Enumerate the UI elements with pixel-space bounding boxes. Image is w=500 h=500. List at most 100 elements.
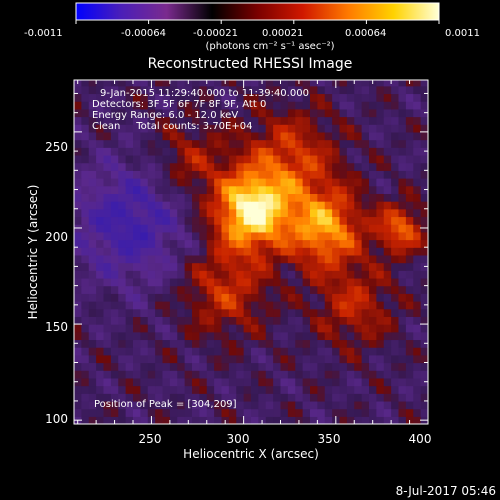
heatmap-cell xyxy=(214,201,223,210)
heatmap-cell xyxy=(155,185,164,194)
heatmap-cell xyxy=(169,277,178,287)
heatmap-cell xyxy=(236,377,245,387)
heatmap-cell xyxy=(391,147,400,156)
heatmap-cell xyxy=(206,154,215,164)
heatmap-cell xyxy=(88,324,97,333)
heatmap-cell xyxy=(214,116,223,125)
heatmap-cell xyxy=(405,347,414,356)
heatmap-cell xyxy=(103,185,112,194)
heatmap-cell xyxy=(125,93,134,102)
heatmap-cell xyxy=(376,247,385,256)
heatmap-cell xyxy=(295,400,304,410)
heatmap-cell xyxy=(96,239,105,248)
heatmap-cell xyxy=(184,131,193,141)
heatmap-cell xyxy=(405,201,414,210)
heatmap-cell xyxy=(376,377,385,387)
heatmap-cell xyxy=(280,231,289,241)
heatmap-cell xyxy=(346,131,355,141)
heatmap-cell xyxy=(214,331,223,341)
heatmap-cell xyxy=(317,254,326,264)
heatmap-cell xyxy=(177,400,186,410)
heatmap-cell xyxy=(125,201,134,210)
heatmap-cell xyxy=(169,108,178,118)
heatmap-cell xyxy=(302,316,311,325)
heatmap-cell xyxy=(413,162,422,171)
heatmap-cell xyxy=(413,377,422,387)
heatmap-cell xyxy=(162,324,171,333)
heatmap-cell xyxy=(81,277,90,287)
heatmap-cell xyxy=(177,377,186,387)
heatmap-cell xyxy=(287,308,296,317)
heatmap-cell xyxy=(177,193,186,202)
heatmap-cell xyxy=(236,147,245,156)
heatmap-cell xyxy=(103,347,112,356)
heatmap-cell xyxy=(162,400,171,410)
heatmap-cell xyxy=(96,331,105,341)
heatmap-cell xyxy=(287,193,296,202)
heatmap-cell xyxy=(339,131,348,141)
heatmap-cell xyxy=(81,393,90,402)
heatmap-cell xyxy=(295,239,304,248)
heatmap-cell xyxy=(346,139,355,148)
heatmap-cell xyxy=(133,362,141,371)
x-tick-label-250: 250 xyxy=(139,432,162,446)
heatmap-cell xyxy=(206,377,215,387)
heatmap-cell xyxy=(405,385,414,394)
heatmap-cell xyxy=(258,377,267,387)
heatmap-cell xyxy=(155,393,164,402)
heatmap-cell xyxy=(155,408,164,417)
heatmap-cell xyxy=(361,231,370,241)
heatmap-cell xyxy=(332,101,341,110)
heatmap-cell xyxy=(147,400,156,410)
heatmap-cell xyxy=(88,293,97,302)
heatmap-cell xyxy=(346,339,355,348)
colorbar-tick-3: 0.00021 xyxy=(262,28,303,39)
heatmap-cell xyxy=(96,247,105,256)
heatmap-cell xyxy=(251,354,259,364)
heatmap-cell xyxy=(361,393,370,402)
heatmap-cell xyxy=(147,362,156,371)
heatmap-cell xyxy=(369,85,377,95)
heatmap-cell xyxy=(280,347,289,356)
heatmap-cell xyxy=(339,331,348,341)
heatmap-cell xyxy=(96,393,105,402)
heatmap-cell xyxy=(324,293,333,302)
heatmap-cell xyxy=(110,185,119,194)
heatmap-cell xyxy=(273,277,282,287)
heatmap-cell xyxy=(405,224,414,233)
heatmap-cell xyxy=(405,254,414,264)
heatmap-cell xyxy=(125,331,134,341)
heatmap-cell xyxy=(332,185,341,194)
heatmap-cell xyxy=(405,216,414,225)
heatmap-cell xyxy=(251,239,259,248)
heatmap-cell xyxy=(251,116,259,125)
heatmap-cell xyxy=(192,347,200,356)
heatmap-cell xyxy=(405,270,414,279)
heatmap-cell xyxy=(140,393,149,402)
heatmap-cell xyxy=(110,301,119,310)
heatmap-cell xyxy=(391,93,400,102)
heatmap-cell xyxy=(317,224,326,233)
heatmap-cell xyxy=(339,285,348,294)
heatmap-cell xyxy=(81,124,90,133)
heatmap-cell xyxy=(103,393,112,402)
heatmap-cell xyxy=(420,400,428,410)
heatmap-cell xyxy=(184,377,193,387)
heatmap-cell xyxy=(287,385,296,394)
heatmap-cell xyxy=(103,247,112,256)
heatmap-cell xyxy=(310,331,318,341)
heatmap-cell xyxy=(118,178,127,187)
heatmap-cell xyxy=(81,185,90,194)
heatmap-cell xyxy=(228,147,237,156)
heatmap-cell xyxy=(295,316,304,325)
heatmap-cell xyxy=(273,239,282,248)
heatmap-cell xyxy=(199,193,208,202)
heatmap-cell xyxy=(110,162,119,171)
heatmap-cell xyxy=(324,178,333,187)
heatmap-cell xyxy=(391,316,400,325)
heatmap-cell xyxy=(258,254,267,264)
heatmap-cell xyxy=(221,216,230,225)
heatmap-cell xyxy=(295,85,304,95)
heatmap-cell xyxy=(339,124,348,133)
